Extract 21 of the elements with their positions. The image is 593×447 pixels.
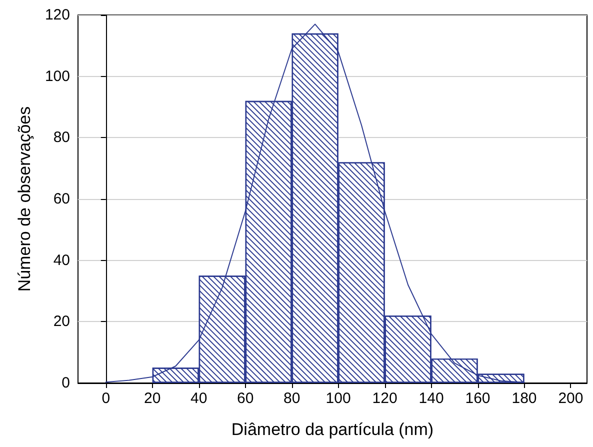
- x-tick-label: 60: [237, 390, 254, 407]
- x-tick-label: 100: [326, 390, 351, 407]
- x-tick-label: 40: [190, 390, 208, 407]
- x-axis-title: Diâmetro da partícula (nm): [231, 420, 434, 439]
- x-tick-label: 20: [144, 390, 161, 407]
- x-tick-label: 140: [418, 390, 444, 407]
- line-series: [105, 24, 525, 383]
- y-tick-label: 0: [62, 374, 70, 392]
- x-tick-label: 120: [372, 390, 398, 407]
- x-tick-label: 160: [465, 390, 490, 407]
- y-tick-label: 80: [53, 129, 70, 146]
- y-tick-label: 120: [44, 6, 70, 24]
- y-tick-label: 100: [44, 68, 70, 85]
- x-tick-label: 200: [558, 390, 584, 407]
- y-tick-label: 40: [53, 252, 70, 269]
- x-tick-label: 0: [102, 390, 110, 407]
- y-tick-label: 60: [53, 190, 70, 208]
- x-tick-label: 80: [283, 390, 300, 407]
- x-tick-label: 180: [512, 390, 537, 407]
- y-tick-label: 20: [53, 313, 70, 330]
- y-axis-title: Número de observações: [15, 106, 34, 292]
